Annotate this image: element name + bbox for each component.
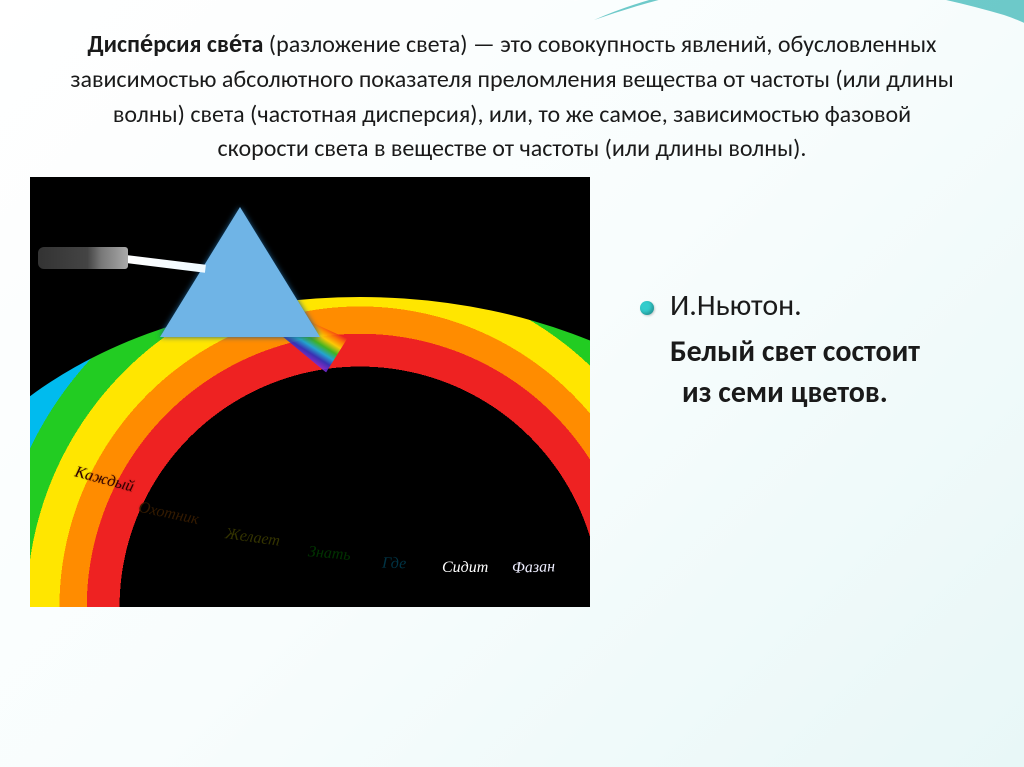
statement-text: Белый свет состоит из семи цветов. xyxy=(640,332,940,413)
label-violet: Фазан xyxy=(512,558,556,577)
light-source-icon xyxy=(38,247,128,269)
label-green: Знать xyxy=(307,543,351,565)
definition-text: Диспе́рсия све́та (разложение света) — э… xyxy=(0,0,1024,167)
bullet-dot-icon xyxy=(640,301,654,315)
bullet-author: И.Ньютон. xyxy=(640,287,940,324)
prism-dispersion-figure: Каждый Охотник Желает Знать Где Сидит Фа… xyxy=(30,177,590,607)
content-row: Каждый Охотник Желает Знать Где Сидит Фа… xyxy=(0,167,1024,607)
label-cyan: Где xyxy=(382,555,407,574)
prism-icon xyxy=(160,207,320,337)
side-panel: И.Ньютон. Белый свет состоит из семи цве… xyxy=(590,167,970,413)
label-blue: Сидит xyxy=(442,559,488,577)
author-name: И.Ньютон. xyxy=(670,287,802,324)
term: Диспе́рсия све́та xyxy=(88,30,264,59)
